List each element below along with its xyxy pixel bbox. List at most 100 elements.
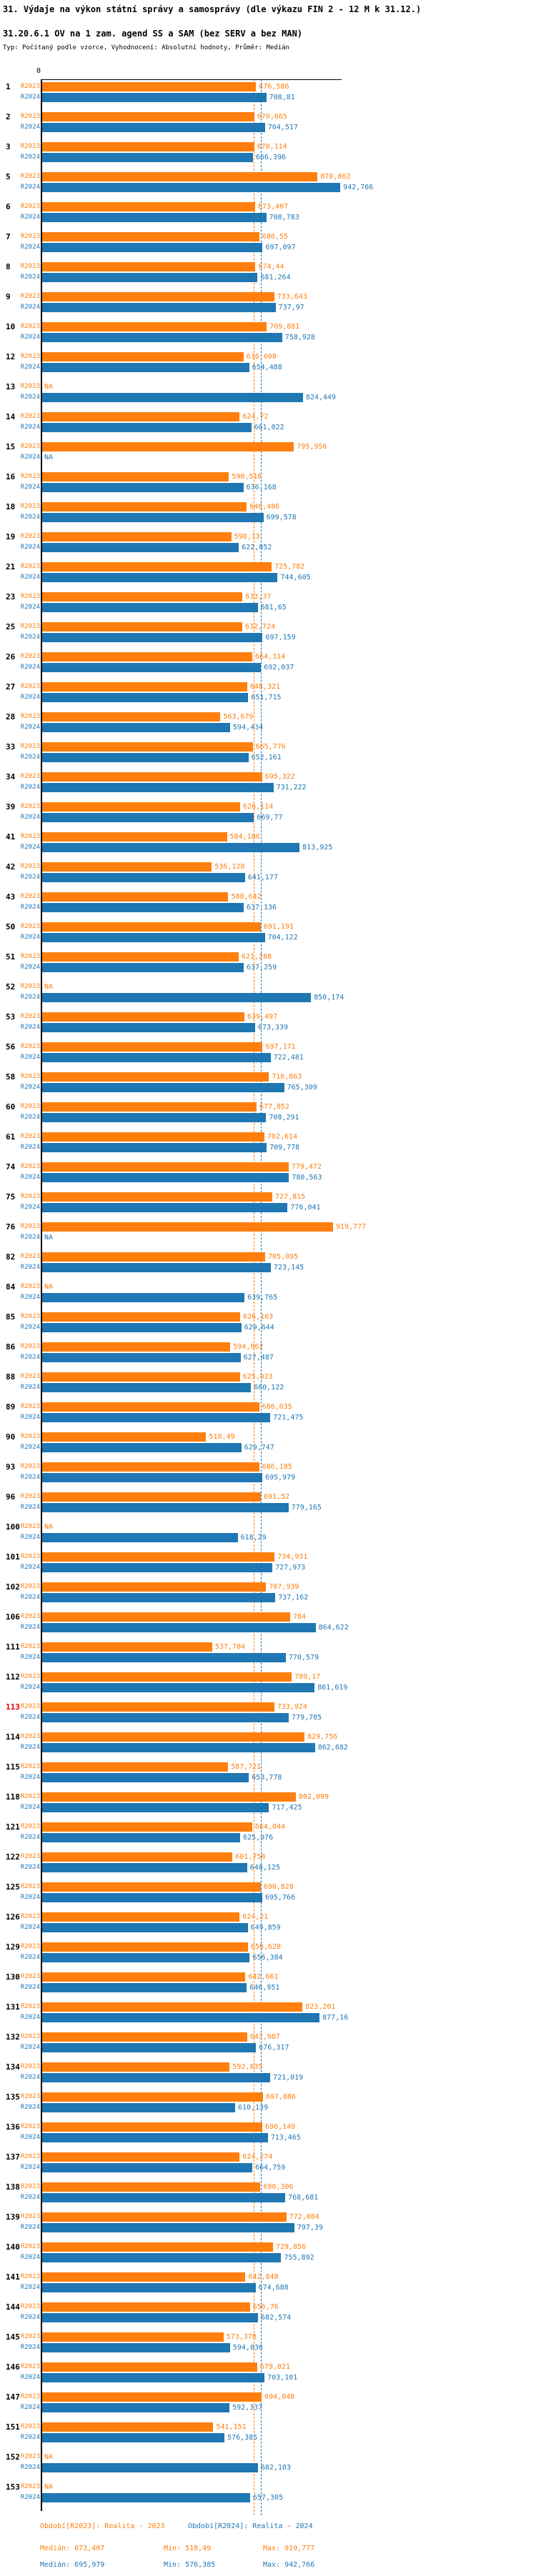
bar-value-label: 588,642 xyxy=(231,893,262,901)
row-index-label: 118 xyxy=(6,1792,20,1802)
bar-value-label: 870,862 xyxy=(320,173,351,181)
bar-value-label: 590,516 xyxy=(232,473,262,481)
bar-value-label: 673,407 xyxy=(257,203,289,211)
series-label-r2023: R2023 xyxy=(20,2093,40,2100)
bar-value-label: 673,339 xyxy=(257,1024,289,1032)
bar-value-label: 690,306 xyxy=(263,2183,294,2191)
series-label-r2024: R2024 xyxy=(20,844,40,851)
bar-value-label: 664,759 xyxy=(255,2164,286,2172)
series-label-r2024: R2024 xyxy=(20,2074,40,2081)
bar-r2024 xyxy=(42,2103,235,2112)
chart-row: 145 R2023 573,378 R2024 594,036 xyxy=(0,2332,536,2352)
series-label-r2023: R2023 xyxy=(20,2423,40,2430)
row-index-label: 10 xyxy=(6,322,16,331)
series-label-r2023: R2023 xyxy=(20,173,40,180)
bar-value-label: 770,579 xyxy=(288,1654,319,1662)
row-index-label: 28 xyxy=(6,712,16,722)
row-index-label: 112 xyxy=(6,1672,20,1682)
chart-row: 141 R2023 642,848 R2024 674,688 xyxy=(0,2272,536,2292)
bar-value-label: 624,21 xyxy=(242,1913,269,1921)
bar-r2024 xyxy=(42,2043,257,2052)
row-index-label: 82 xyxy=(6,1252,16,1262)
bar-r2023 xyxy=(42,352,244,361)
chart-row: 14 R2023 624,72 R2024 661,022 xyxy=(0,412,536,432)
series-label-r2023: R2023 xyxy=(20,563,40,570)
bar-value-label: 646,486 xyxy=(249,503,280,511)
bar-value-label: 642,661 xyxy=(248,1973,279,1981)
bar-value-label: 716,863 xyxy=(272,1073,302,1081)
series-label-r2023: R2023 xyxy=(20,353,40,360)
row-index-label: 134 xyxy=(6,2062,20,2072)
bar-r2024 xyxy=(42,1683,315,1692)
row-index-label: 3 xyxy=(6,142,11,151)
row-index-label: 16 xyxy=(6,472,16,481)
chart-row: 58 R2023 716,863 R2024 765,309 xyxy=(0,1072,536,1092)
bar-value-label: NA xyxy=(44,983,54,991)
bar-r2023 xyxy=(42,2392,262,2402)
row-index-label: 12 xyxy=(6,352,16,361)
bar-value-label: 670,114 xyxy=(257,143,287,151)
bar-value-label: 708,291 xyxy=(269,1114,299,1122)
bar-r2023 xyxy=(42,142,254,151)
chart-row: 152 R2023 NA R2024 682,103 xyxy=(0,2452,536,2472)
bar-r2024 xyxy=(42,2223,294,2232)
axis-zero-label: 0 xyxy=(36,67,41,75)
series-label-r2024: R2024 xyxy=(20,874,40,881)
series-label-r2024: R2024 xyxy=(20,454,40,461)
series-label-r2023: R2023 xyxy=(20,2033,40,2040)
series-label-r2024: R2024 xyxy=(20,154,40,161)
chart-row: 111 R2023 537,704 R2024 770,579 xyxy=(0,1642,536,1662)
series-label-r2024: R2024 xyxy=(20,394,40,401)
bar-r2024 xyxy=(42,1623,316,1632)
bar-r2024 xyxy=(42,393,303,402)
bar-r2024 xyxy=(42,963,244,972)
bar-value-label: 784 xyxy=(292,1613,306,1621)
bar-r2024 xyxy=(42,2343,230,2352)
bar-r2023 xyxy=(42,1432,207,1442)
chart-row: 74 R2023 779,472 R2024 780,563 xyxy=(0,1162,536,1182)
series-label-r2024: R2024 xyxy=(20,1264,40,1271)
bar-r2024 xyxy=(42,1593,276,1602)
series-label-r2023: R2023 xyxy=(20,1043,40,1050)
row-index-label: 27 xyxy=(6,682,16,692)
chart-row: 90 R2023 518,49 R2024 629,747 xyxy=(0,1432,536,1452)
chart-row: 28 R2023 563,679 R2024 594,434 xyxy=(0,712,536,732)
series-label-r2024: R2024 xyxy=(20,604,40,611)
row-index-label: 111 xyxy=(6,1642,20,1652)
bar-r2023 xyxy=(42,1372,240,1382)
bar-value-label: 823,201 xyxy=(305,2003,336,2011)
bar-r2023 xyxy=(42,2242,273,2252)
bar-r2023 xyxy=(42,1192,273,1202)
bar-value-label: 537,704 xyxy=(214,1643,246,1651)
series-label-r2023: R2023 xyxy=(20,1073,40,1080)
bar-r2024 xyxy=(42,2493,250,2502)
row-index-label: 42 xyxy=(6,862,16,872)
bar-r2023 xyxy=(42,1972,246,1982)
bar-value-label: 708,81 xyxy=(269,94,295,101)
bar-value-label: 681,264 xyxy=(260,274,291,281)
chart-row: 1 R2023 676,586 R2024 708,81 xyxy=(0,82,536,102)
chart-row: 121 R2023 664,044 R2024 625,976 xyxy=(0,1822,536,1842)
bar-r2023 xyxy=(42,1042,263,1052)
chart-row: 23 R2023 633,37 R2024 681,65 xyxy=(0,592,536,612)
bar-value-label: 625,023 xyxy=(242,1373,273,1381)
bar-value-label: 697,171 xyxy=(265,1043,296,1051)
row-index-label: 18 xyxy=(6,502,16,511)
series-label-r2023: R2023 xyxy=(20,803,40,810)
series-label-r2023: R2023 xyxy=(20,1163,40,1170)
chart-row: 75 R2023 727,815 R2024 776,041 xyxy=(0,1192,536,1212)
bar-value-label: 824,449 xyxy=(305,394,336,401)
series-label-r2023: R2023 xyxy=(20,1733,40,1740)
stat-max-r2023: Max: 919,777 xyxy=(263,2545,315,2552)
series-label-r2023: R2023 xyxy=(20,2243,40,2250)
bar-value-label: NA xyxy=(44,1283,54,1291)
bar-r2023 xyxy=(42,2422,214,2432)
row-index-label: 7 xyxy=(6,232,11,241)
bar-value-label: 647,987 xyxy=(249,2033,280,2041)
series-label-r2024: R2024 xyxy=(20,1444,40,1451)
bar-value-label: 776,041 xyxy=(290,1204,321,1212)
bar-value-label: 563,679 xyxy=(223,713,254,721)
stat-min-r2023: Min: 518,49 xyxy=(164,2545,212,2552)
page-title: 31. Výdaje na výkon státní správy a samo… xyxy=(3,4,422,14)
chart-row: 52 R2023 NA R2024 850,174 xyxy=(0,982,536,1002)
